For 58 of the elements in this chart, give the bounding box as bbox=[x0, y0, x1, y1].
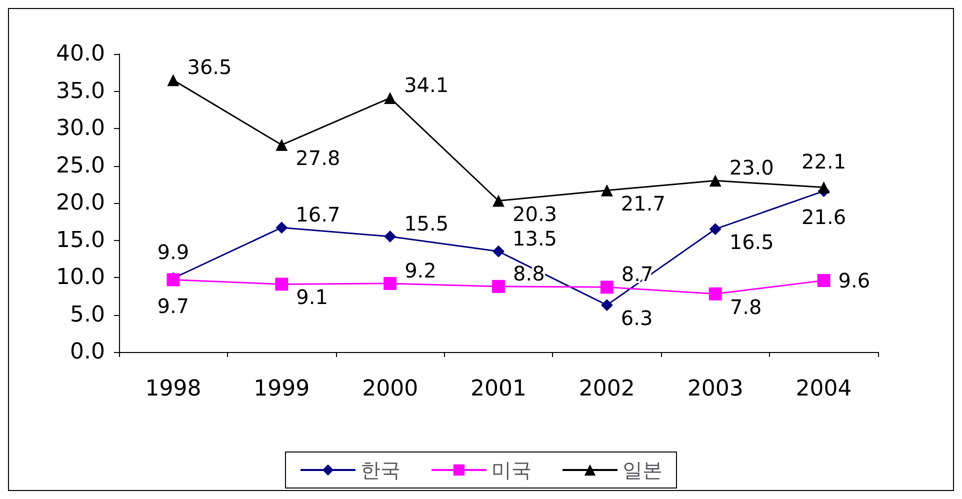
y-tick-label: 0.0 bbox=[70, 340, 105, 364]
data-label: 21.6 bbox=[802, 205, 846, 230]
y-tick-label: 20.0 bbox=[56, 190, 105, 216]
y-tick-label: 10.0 bbox=[56, 265, 105, 290]
point bbox=[384, 230, 396, 243]
point bbox=[384, 276, 397, 290]
data-label: 27.8 bbox=[296, 146, 340, 170]
data-label: 7.8 bbox=[730, 294, 762, 319]
y-tick-label: 15.0 bbox=[56, 228, 105, 253]
data-label: 9.6 bbox=[838, 268, 870, 292]
data-label: 15.5 bbox=[404, 212, 449, 236]
point bbox=[600, 299, 613, 312]
data-label: 16.7 bbox=[296, 202, 340, 227]
x-tick-label: 1999 bbox=[254, 376, 310, 402]
legend-label: 미국 bbox=[492, 458, 532, 482]
data-label: 16.5 bbox=[729, 230, 774, 254]
point bbox=[384, 92, 396, 104]
point bbox=[276, 138, 288, 151]
data-label: 36.5 bbox=[187, 55, 232, 80]
x-tick-label: 2003 bbox=[687, 376, 744, 402]
legend-label: 일본 bbox=[622, 458, 662, 482]
data-label: 9.2 bbox=[404, 258, 436, 282]
data-label: 21.7 bbox=[620, 191, 666, 216]
point bbox=[709, 223, 722, 236]
x-tick-label: 2000 bbox=[362, 376, 418, 402]
point bbox=[708, 287, 722, 300]
data-label: 8.8 bbox=[513, 261, 545, 286]
point bbox=[709, 174, 722, 187]
y-tick-label: 35.0 bbox=[56, 78, 105, 104]
y-tick-label: 40.0 bbox=[56, 42, 105, 66]
point bbox=[600, 280, 614, 294]
data-label: 23.0 bbox=[729, 156, 774, 180]
x-tick-label: 1998 bbox=[145, 376, 202, 402]
legend-label: 한국 bbox=[360, 458, 400, 482]
point bbox=[818, 181, 830, 194]
data-label: 9.7 bbox=[157, 294, 190, 318]
y-tick-label: 5.0 bbox=[70, 302, 105, 328]
x-tick-label: 2004 bbox=[796, 376, 852, 402]
data-label: 8.7 bbox=[621, 262, 654, 286]
data-label: 20.3 bbox=[512, 202, 558, 226]
data-label: 13.5 bbox=[512, 226, 558, 250]
point bbox=[492, 245, 504, 258]
point bbox=[492, 194, 504, 207]
data-label: 9.9 bbox=[157, 240, 190, 264]
point bbox=[817, 274, 830, 287]
data-label: 9.1 bbox=[296, 285, 328, 310]
y-tick-label: 25.0 bbox=[56, 153, 105, 178]
point bbox=[167, 74, 180, 86]
x-tick-label: 2001 bbox=[470, 376, 526, 402]
data-label: 6.3 bbox=[620, 306, 653, 330]
data-label: 34.1 bbox=[404, 72, 449, 97]
point bbox=[492, 280, 505, 293]
data-label: 22.1 bbox=[802, 149, 846, 174]
point bbox=[600, 184, 613, 196]
y-tick-label: 30.0 bbox=[56, 116, 105, 141]
x-tick-label: 2002 bbox=[578, 376, 635, 402]
point bbox=[275, 278, 288, 291]
point bbox=[276, 222, 288, 234]
